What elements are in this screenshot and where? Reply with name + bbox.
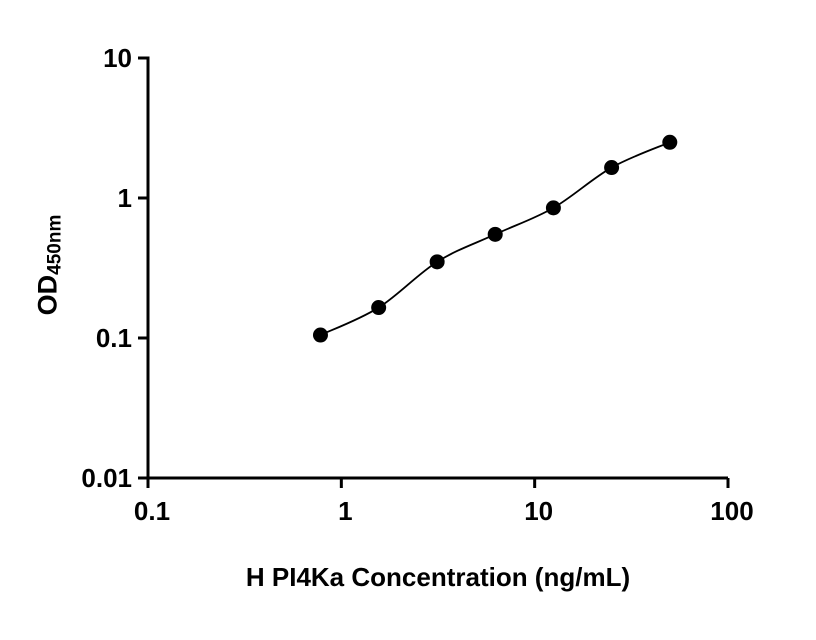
x-axis-title: H PI4Ka Concentration (ng/mL): [245, 562, 631, 592]
data-point: [429, 254, 445, 270]
data-point: [312, 327, 328, 343]
x-tick-label: 100: [710, 496, 753, 526]
y-tick-label: 0.1: [96, 323, 132, 353]
y-axis-title-subscript: 450nm: [44, 214, 66, 275]
y-axis-title-main: OD: [32, 274, 63, 316]
data-point: [545, 200, 561, 216]
x-tick-label: 10: [524, 496, 553, 526]
y-tick-label: 0.01: [81, 463, 132, 493]
x-tick-label: 1: [338, 496, 352, 526]
x-tick-label: 0.1: [134, 496, 170, 526]
data-point: [604, 160, 620, 176]
y-tick-label: 1: [118, 183, 132, 213]
y-axis-title: OD450nm: [32, 214, 66, 316]
data-point: [371, 300, 387, 316]
data-point: [662, 134, 678, 150]
y-tick-label: 10: [103, 43, 132, 73]
data-point: [487, 226, 503, 242]
